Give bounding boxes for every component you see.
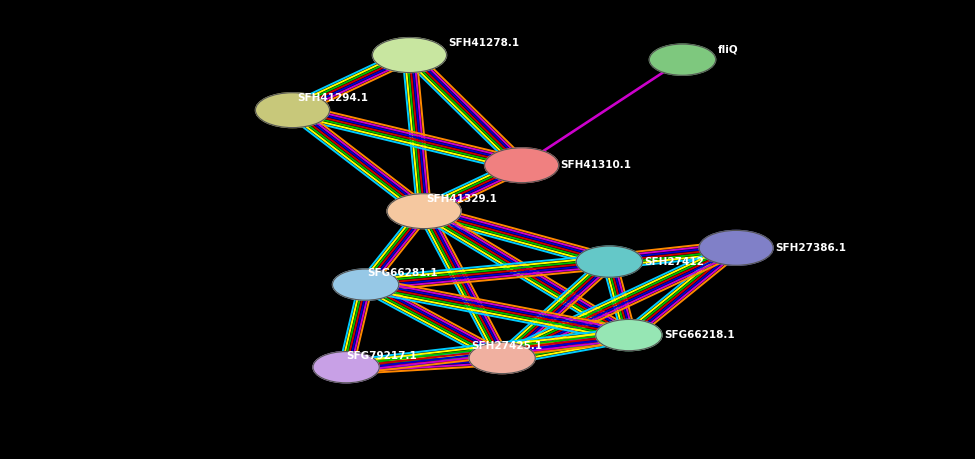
Circle shape (699, 230, 773, 265)
Text: SFH41294.1: SFH41294.1 (297, 93, 369, 103)
Circle shape (485, 148, 559, 183)
Text: fliQ: fliQ (718, 44, 738, 54)
Circle shape (469, 342, 535, 374)
Circle shape (255, 93, 330, 128)
Circle shape (649, 44, 716, 75)
Circle shape (372, 38, 447, 73)
Text: SFG79217.1: SFG79217.1 (346, 351, 417, 361)
Circle shape (596, 319, 662, 351)
Circle shape (313, 352, 379, 383)
Circle shape (387, 194, 461, 229)
Circle shape (576, 246, 643, 277)
Text: SFG66218.1: SFG66218.1 (664, 330, 734, 340)
Text: SFH41278.1: SFH41278.1 (448, 38, 520, 48)
Text: SFH27412: SFH27412 (644, 257, 704, 267)
Text: SFG66281.1: SFG66281.1 (368, 268, 438, 278)
Circle shape (332, 269, 399, 300)
Text: SFH27386.1: SFH27386.1 (775, 243, 846, 253)
Text: SFH27425.1: SFH27425.1 (472, 341, 542, 352)
Text: SFH41310.1: SFH41310.1 (561, 160, 632, 170)
Text: SFH41329.1: SFH41329.1 (426, 194, 497, 204)
